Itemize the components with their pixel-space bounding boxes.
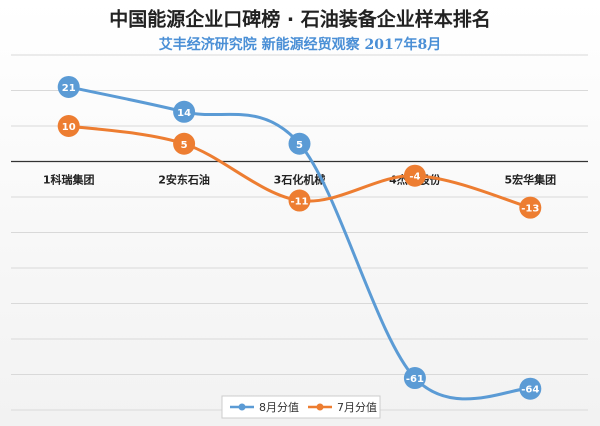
data-point xyxy=(57,115,80,137)
x-tick-label: 1科瑞集团 xyxy=(43,173,95,187)
x-tick-label: 5宏华集团 xyxy=(504,173,556,187)
data-label: 5 xyxy=(296,140,303,151)
data-label: -11 xyxy=(290,197,308,208)
data-point xyxy=(403,164,426,187)
data-label: 5 xyxy=(181,140,188,151)
data-label: -64 xyxy=(521,385,539,396)
data-label: -13 xyxy=(521,204,539,215)
data-label: -4 xyxy=(409,172,420,183)
x-tick-label: 3石化机械 xyxy=(274,173,326,187)
data-point xyxy=(519,196,542,219)
data-point xyxy=(288,189,311,212)
data-point xyxy=(173,132,196,155)
data-label: 21 xyxy=(62,83,76,94)
data-point xyxy=(173,100,196,123)
legend-label: 8月分值 xyxy=(259,401,299,414)
data-label: 10 xyxy=(62,122,76,133)
chart-title: 中国能源企业口碑榜 · 石油装备企业样本排名 xyxy=(109,8,490,31)
data-point xyxy=(519,377,542,400)
data-point xyxy=(57,75,80,98)
data-label: 14 xyxy=(177,108,191,119)
legend-marker xyxy=(316,403,324,411)
data-point xyxy=(403,367,426,390)
series-line xyxy=(68,85,531,401)
chart-subtitle: 艾丰经济研究院 新能源经贸观察 2017年8月 xyxy=(159,36,441,53)
legend-box xyxy=(221,395,381,419)
legend-label: 7月分值 xyxy=(337,401,377,414)
legend-marker xyxy=(238,403,246,411)
data-label: -61 xyxy=(406,374,424,385)
data-point xyxy=(288,132,311,155)
x-tick-label: 2安东石油 xyxy=(158,173,210,187)
